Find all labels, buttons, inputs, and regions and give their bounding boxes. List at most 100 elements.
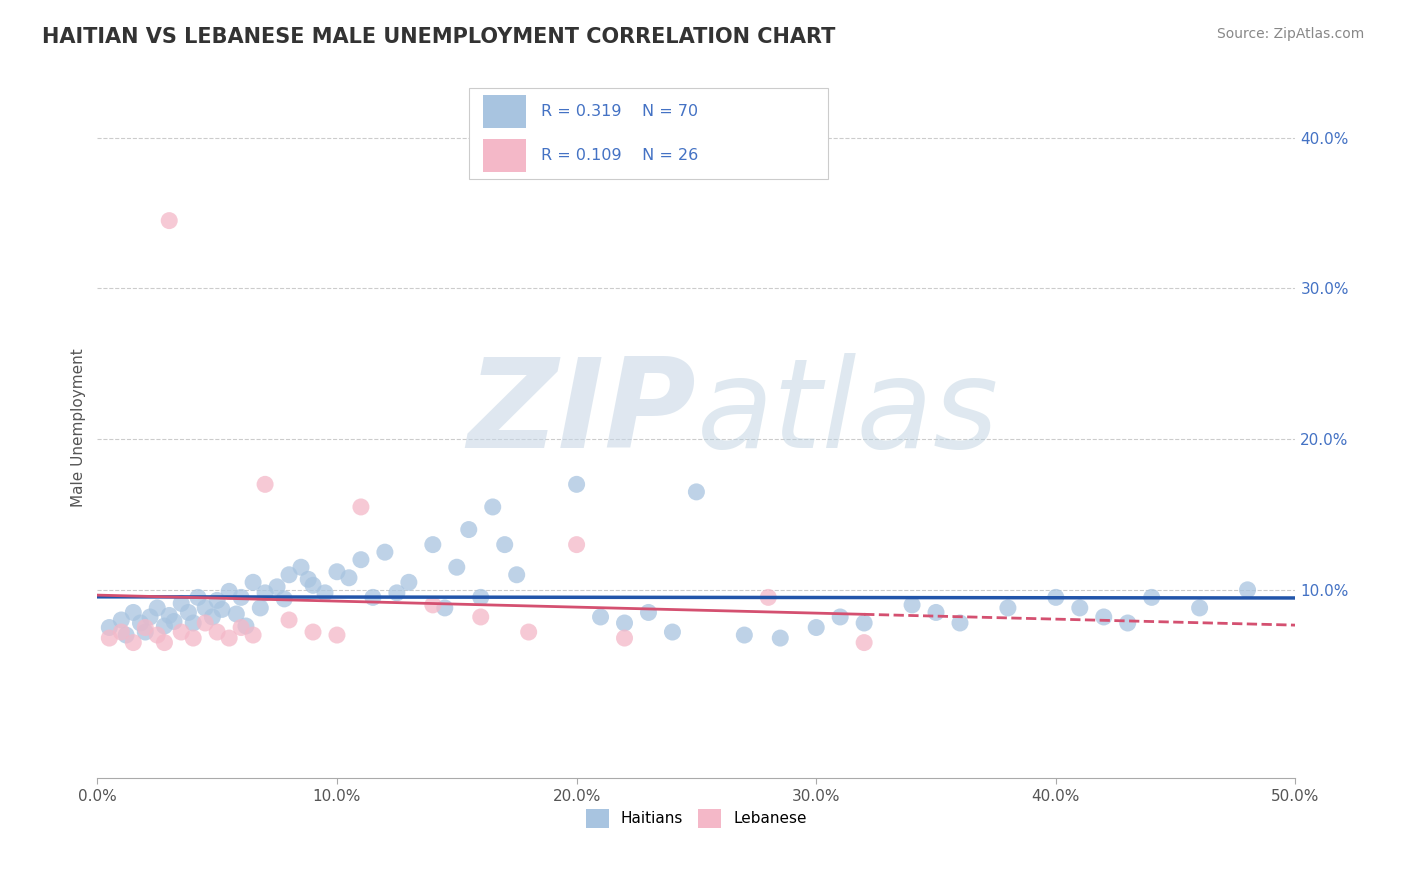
Point (290, 560, 312, 574)
Point (685, 484, 707, 499)
Point (201, 610, 224, 624)
Point (122, 635, 145, 649)
Point (613, 631, 636, 645)
Point (756, 591, 779, 605)
Point (1116, 615, 1139, 630)
Point (242, 575, 264, 590)
Point (146, 601, 169, 615)
Point (187, 591, 209, 605)
Point (122, 606, 145, 620)
Point (242, 628, 264, 642)
Point (153, 635, 176, 649)
Point (350, 552, 373, 566)
Point (211, 602, 233, 616)
Point (901, 598, 924, 612)
Point (129, 615, 152, 630)
Point (170, 596, 193, 610)
Point (134, 620, 156, 634)
Point (273, 591, 295, 606)
Point (134, 625, 156, 640)
Point (1069, 601, 1091, 615)
Point (661, 625, 683, 640)
Point (830, 610, 852, 624)
Text: atlas: atlas (696, 353, 998, 475)
Point (433, 601, 456, 615)
Point (205, 625, 228, 640)
Point (278, 613, 301, 627)
Point (163, 615, 186, 629)
Point (806, 620, 828, 634)
Point (254, 586, 277, 600)
Point (350, 500, 373, 514)
Point (314, 586, 336, 600)
Point (1140, 591, 1163, 605)
Point (177, 606, 200, 620)
Point (853, 615, 876, 630)
Point (326, 565, 349, 579)
Point (1045, 591, 1067, 605)
Point (422, 538, 444, 552)
Point (398, 575, 420, 590)
Point (337, 571, 360, 585)
Point (925, 606, 948, 620)
Point (205, 593, 228, 607)
Point (422, 598, 444, 612)
Point (146, 628, 169, 642)
Point (302, 578, 325, 592)
Point (457, 523, 479, 537)
Point (157, 213, 180, 227)
Point (170, 625, 193, 640)
Point (769, 631, 792, 645)
Y-axis label: Male Unemployment: Male Unemployment (72, 349, 86, 508)
Point (297, 572, 319, 586)
Point (98, 631, 121, 645)
Point (589, 610, 612, 624)
Point (361, 591, 384, 605)
Point (1188, 601, 1211, 615)
Point (254, 477, 277, 491)
Point (637, 606, 659, 620)
Point (194, 615, 217, 630)
Point (1092, 610, 1115, 624)
Point (98, 620, 121, 634)
Point (565, 477, 588, 491)
Point (157, 608, 180, 623)
Legend: Haitians, Lebanese: Haitians, Lebanese (579, 803, 813, 834)
Point (470, 610, 492, 624)
Point (278, 567, 301, 582)
Point (181, 615, 204, 630)
Point (194, 601, 217, 615)
Point (949, 615, 972, 630)
Point (517, 625, 540, 640)
Point (110, 625, 132, 640)
Point (1236, 582, 1258, 597)
Point (853, 635, 876, 649)
Point (505, 567, 527, 582)
Text: HAITIAN VS LEBANESE MALE UNEMPLOYMENT CORRELATION CHART: HAITIAN VS LEBANESE MALE UNEMPLOYMENT CO… (42, 27, 835, 46)
Point (494, 538, 516, 552)
Point (470, 591, 492, 605)
Point (110, 613, 132, 627)
Point (115, 628, 138, 642)
Point (565, 538, 588, 552)
Point (218, 584, 240, 599)
Point (302, 625, 325, 640)
Point (385, 586, 408, 600)
Point (613, 615, 636, 630)
Point (326, 628, 349, 642)
Point (225, 607, 247, 621)
Point (374, 545, 396, 559)
Point (229, 620, 252, 634)
Point (481, 500, 503, 514)
Point (181, 631, 204, 645)
Point (153, 619, 176, 633)
Point (235, 619, 257, 633)
Point (229, 591, 252, 605)
Point (446, 560, 468, 574)
Point (139, 610, 162, 624)
Point (997, 601, 1019, 615)
Point (218, 631, 240, 645)
Point (266, 580, 288, 594)
Point (733, 628, 755, 642)
Text: Source: ZipAtlas.com: Source: ZipAtlas.com (1216, 27, 1364, 41)
